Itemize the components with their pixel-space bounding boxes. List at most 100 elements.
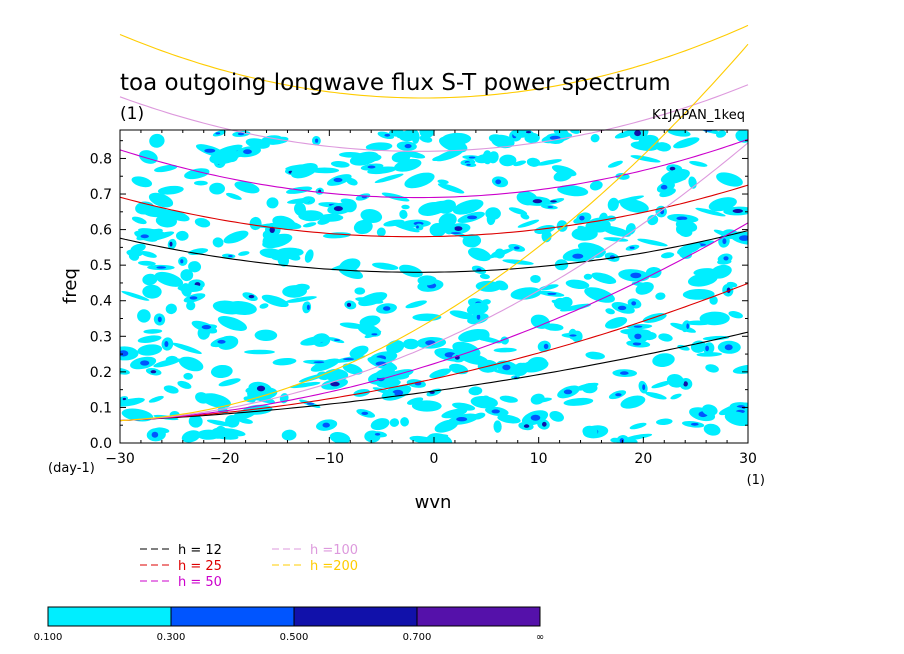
contour-blob-core [530, 414, 541, 421]
contour-blob [584, 287, 615, 303]
contour-blob [437, 183, 465, 194]
contour-blob-core [169, 241, 173, 247]
contour-blob-core [151, 431, 159, 438]
contour-blob [194, 180, 208, 186]
contour-blob [254, 329, 278, 342]
contour-blob [415, 223, 424, 231]
contour-blob-core [416, 225, 419, 229]
contour-blob [188, 414, 203, 428]
contour-blob [585, 351, 605, 360]
contour-blob-core [569, 334, 577, 337]
legend-label: h = 50 [178, 575, 222, 590]
contour-blob-core [547, 206, 554, 208]
contour-blob [180, 269, 194, 282]
contour-blob-core [630, 272, 642, 279]
chart-subtitle-right: K1JAPAN_1keq [652, 108, 745, 123]
contour-blob [154, 427, 170, 434]
contour-blob [208, 431, 239, 440]
contour-blob-core [322, 422, 330, 428]
contour-blob [176, 230, 189, 241]
x-tick-label: −20 [210, 451, 240, 467]
contour-blob [543, 323, 564, 331]
contour-blob [218, 378, 241, 387]
curve-symmetric [119, 84, 749, 152]
contour-blob [491, 134, 515, 149]
contour-blob [660, 168, 690, 185]
contour-blob [177, 380, 192, 389]
contour-blob [666, 373, 685, 388]
contour-blob [131, 176, 153, 188]
y-unit-label: (day-1) [48, 461, 95, 476]
contour-blob [289, 381, 321, 389]
contour-blob [396, 134, 413, 139]
contour-blob [402, 338, 419, 350]
colorbar-segment [416, 606, 541, 627]
contour-blob [553, 170, 573, 182]
colorbar-label: 0.500 [280, 632, 309, 643]
contour-blob [703, 423, 721, 436]
contour-blob-core [140, 234, 149, 239]
contour-blob [493, 420, 502, 433]
contour-blob-core [579, 215, 585, 221]
contour-blob [429, 222, 446, 237]
x-tick-label: −30 [105, 451, 135, 467]
contour-blob [651, 380, 672, 389]
contour-blob-core [476, 314, 481, 320]
x-tick-label: 20 [634, 451, 652, 467]
contour-blob-core [690, 422, 699, 426]
contour-blob [368, 154, 382, 162]
contour-blob-core [269, 226, 275, 233]
contour-blob [339, 322, 366, 329]
contour-blob [635, 282, 654, 295]
contour-blob-core [633, 325, 643, 328]
contour-blob [401, 204, 410, 210]
contour-blob [557, 185, 589, 197]
contour-blob [272, 357, 297, 366]
contour-blob [259, 248, 284, 259]
contour-blob [330, 161, 350, 168]
contour-blob [300, 336, 327, 346]
contour-blob-core [723, 256, 729, 261]
curve-symmetric [119, 24, 749, 99]
contour-blob [342, 363, 363, 375]
contour-blob [419, 130, 435, 139]
contour-blob-core [686, 323, 690, 330]
contour-blob [553, 297, 568, 310]
contour-blob [614, 195, 645, 204]
contour-blob [494, 248, 505, 259]
contour-blob [302, 301, 312, 314]
curve-rising [119, 43, 749, 422]
contour-blob-core [140, 360, 150, 366]
colorbar-segment [170, 606, 295, 627]
contour-blob [452, 199, 484, 215]
contour-blob [705, 364, 719, 373]
contour-blob-core [333, 177, 343, 183]
contour-blob [468, 386, 483, 396]
contour-blob [234, 181, 260, 194]
contour-blob [383, 219, 405, 227]
contour-blob-core [491, 409, 500, 414]
contour-blob-core [466, 163, 471, 166]
contour-blob [138, 260, 156, 266]
chart-title: toa outgoing longwave flux S-T power spe… [120, 70, 671, 96]
contour-blob [449, 363, 469, 375]
curve-symmetric [119, 230, 749, 273]
contour-blob [565, 279, 590, 290]
contour-blob [660, 252, 675, 259]
contour-blob-core [532, 199, 543, 204]
contour-blob [605, 308, 615, 315]
contour-blob [329, 432, 351, 443]
contour-blob [479, 273, 490, 280]
contour-blob [441, 408, 468, 419]
y-tick-label: 0.3 [90, 329, 112, 345]
contour-blob [520, 213, 530, 220]
contour-blob [462, 234, 482, 248]
contour-blob [716, 172, 743, 187]
contour-blob [702, 404, 718, 416]
contour-blob-core [615, 393, 622, 397]
contour-blob-core [361, 411, 369, 415]
contour-blob [184, 168, 210, 180]
x-axis-label: wvn [415, 492, 452, 513]
contour-blob [530, 274, 541, 284]
